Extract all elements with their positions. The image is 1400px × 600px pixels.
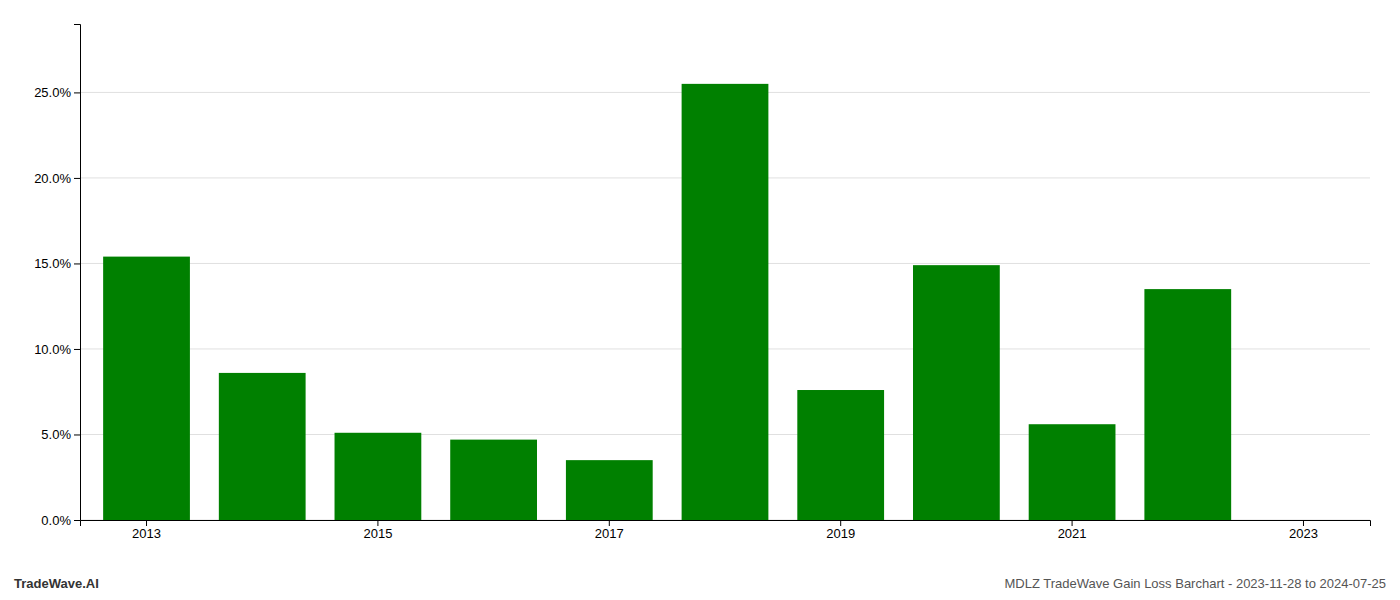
x-tick: 2019 bbox=[826, 520, 855, 541]
y-tick: 0.0% bbox=[41, 513, 80, 528]
bar bbox=[797, 390, 884, 520]
bar bbox=[1029, 424, 1116, 520]
y-tick: 20.0% bbox=[34, 171, 80, 186]
y-tick-mark bbox=[74, 263, 80, 264]
chart-container: 0.0% 5.0% 10.0% 15.0% 20.0% 25.0% 2013 2015 2017… bbox=[0, 0, 1400, 600]
y-tick-mark bbox=[74, 520, 80, 521]
bar bbox=[219, 373, 306, 520]
y-tick: 25.0% bbox=[34, 85, 80, 100]
y-axis-line bbox=[74, 25, 81, 521]
y-tick-label: 10.0% bbox=[34, 342, 71, 357]
x-tick: 2013 bbox=[132, 520, 161, 541]
y-tick-label: 0.0% bbox=[41, 513, 71, 528]
y-tick-label: 20.0% bbox=[34, 171, 71, 186]
y-tick: 10.0% bbox=[34, 342, 80, 357]
x-tick-mark bbox=[377, 520, 378, 526]
x-tick-mark bbox=[146, 520, 147, 526]
footer-right: MDLZ TradeWave Gain Loss Barchart - 2023… bbox=[1004, 576, 1386, 591]
x-tick-mark bbox=[1303, 520, 1304, 526]
bar bbox=[335, 433, 422, 520]
x-tick-label: 2021 bbox=[1058, 526, 1087, 541]
bars bbox=[103, 84, 1231, 520]
y-tick-mark bbox=[74, 349, 80, 350]
plot-area: 0.0% 5.0% 10.0% 15.0% 20.0% 25.0% 2013 2015 2017… bbox=[34, 25, 1370, 542]
x-tick: 2017 bbox=[595, 520, 624, 541]
bar bbox=[913, 265, 1000, 520]
bar bbox=[566, 460, 653, 520]
x-tick-mark bbox=[609, 520, 610, 526]
y-tick-label: 15.0% bbox=[34, 256, 71, 271]
x-tick-label: 2019 bbox=[826, 526, 855, 541]
bar bbox=[103, 257, 190, 520]
footer-left: TradeWave.AI bbox=[14, 576, 99, 591]
x-axis: 2013 2015 2017 2019 2021 2023 bbox=[81, 520, 1371, 541]
x-tick: 2021 bbox=[1058, 520, 1087, 541]
x-tick: 2015 bbox=[363, 520, 392, 541]
bar bbox=[450, 440, 537, 520]
x-tick-label: 2015 bbox=[363, 526, 392, 541]
y-tick-label: 25.0% bbox=[34, 85, 71, 100]
x-tick-label: 2013 bbox=[132, 526, 161, 541]
x-tick-label: 2023 bbox=[1289, 526, 1318, 541]
x-tick-mark bbox=[840, 520, 841, 526]
y-tick: 5.0% bbox=[41, 427, 80, 442]
x-tick-label: 2017 bbox=[595, 526, 624, 541]
chart-svg: 0.0% 5.0% 10.0% 15.0% 20.0% 25.0% 2013 2015 2017… bbox=[0, 0, 1400, 600]
y-tick-label: 5.0% bbox=[41, 427, 71, 442]
y-tick-mark bbox=[74, 178, 80, 179]
x-axis-line bbox=[81, 521, 1371, 527]
y-axis: 0.0% 5.0% 10.0% 15.0% 20.0% 25.0% bbox=[34, 25, 80, 528]
bar bbox=[682, 84, 769, 520]
x-tick: 2023 bbox=[1289, 520, 1318, 541]
x-tick-mark bbox=[1072, 520, 1073, 526]
y-tick-mark bbox=[74, 434, 80, 435]
y-tick: 15.0% bbox=[34, 256, 80, 271]
y-tick-mark bbox=[74, 92, 80, 93]
bar bbox=[1144, 289, 1231, 520]
